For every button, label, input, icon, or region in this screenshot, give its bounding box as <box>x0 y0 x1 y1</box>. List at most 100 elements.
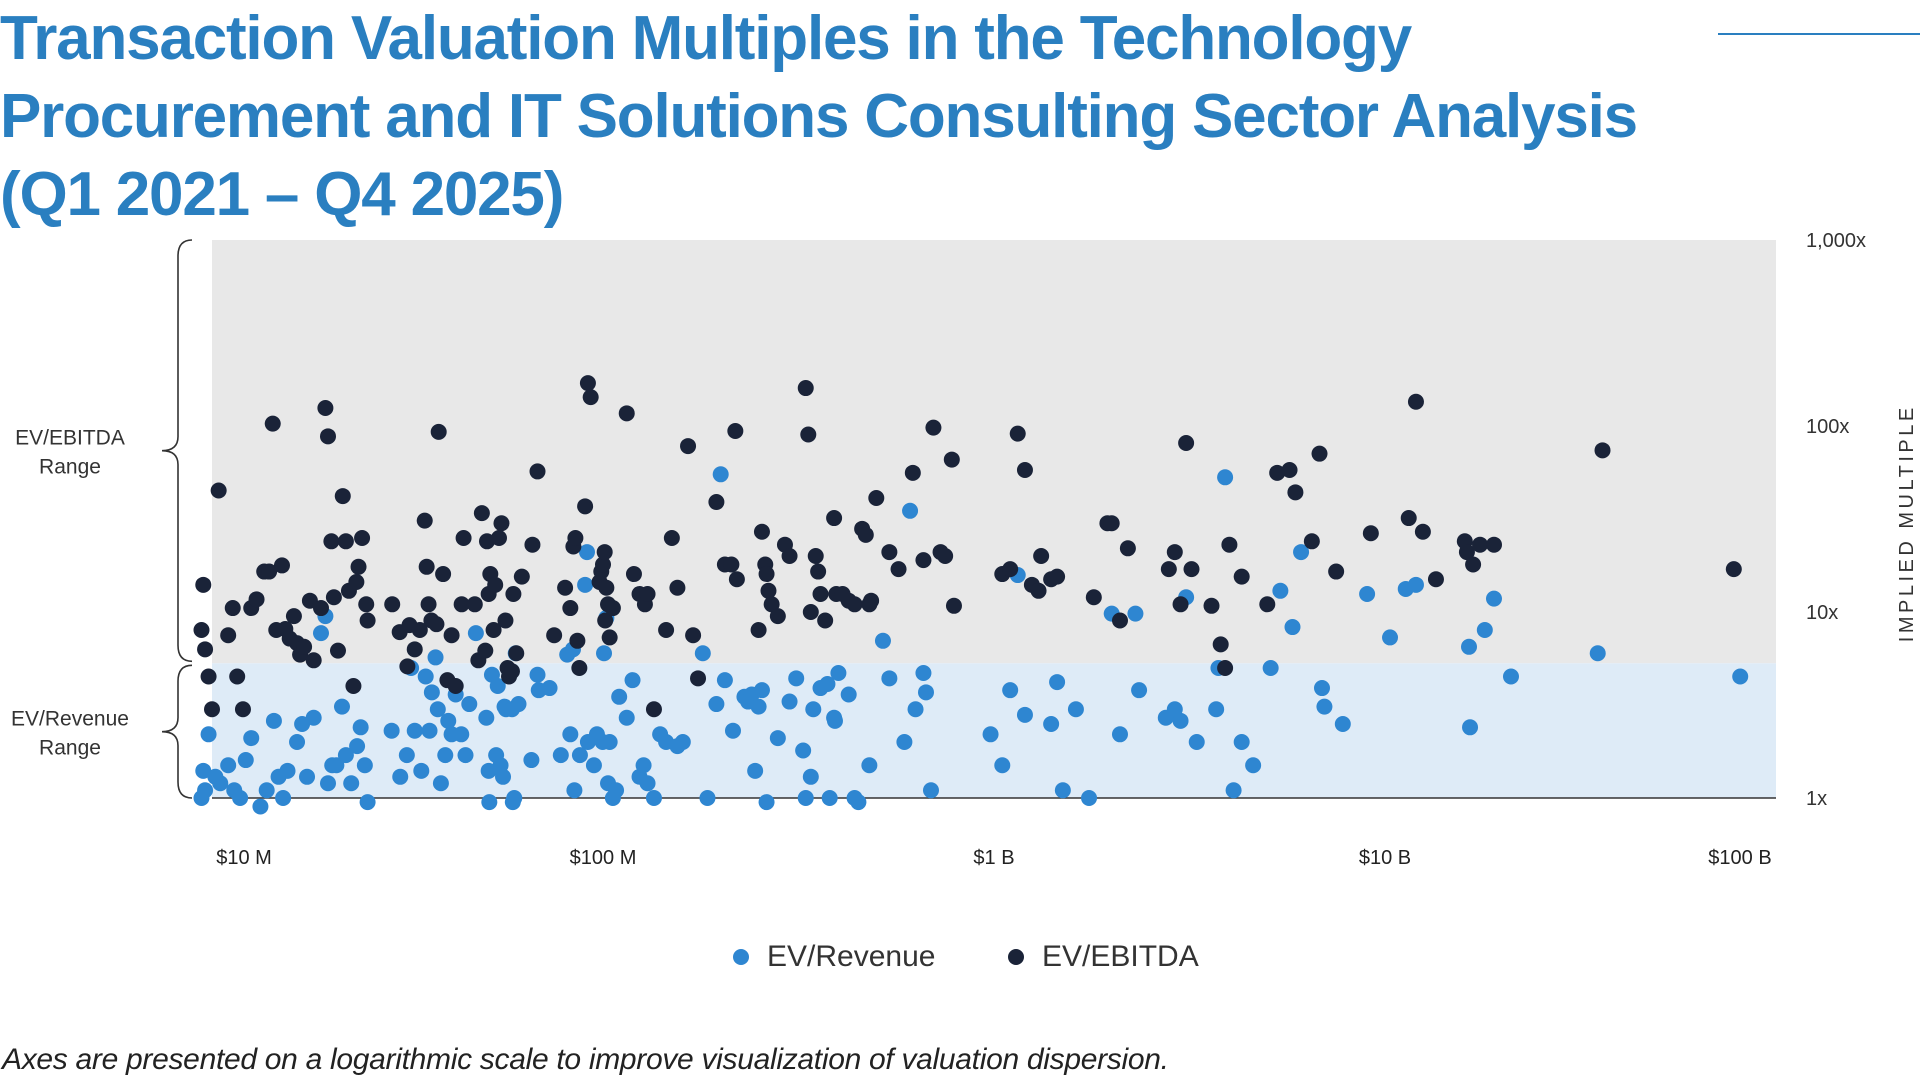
ev-revenue-point <box>562 726 579 743</box>
ev-ebitda-point <box>571 659 588 676</box>
ev-ebitda-point <box>690 670 707 687</box>
ev-ebitda-point <box>447 678 464 695</box>
ev-ebitda-point <box>1311 445 1328 462</box>
ev-ebitda-point <box>1119 540 1136 557</box>
ev-ebitda-point <box>317 399 334 416</box>
ev-revenue-point <box>1043 715 1060 732</box>
ev-revenue-point <box>333 698 350 715</box>
y-tick-label: 10x <box>1806 602 1838 624</box>
ev-ebitda-point <box>601 629 618 646</box>
ev-revenue-point <box>1217 469 1234 486</box>
ev-ebitda-point <box>312 600 329 617</box>
ev-ebitda-point <box>1002 561 1019 578</box>
ev-revenue-point <box>1313 680 1330 697</box>
ev-ebitda-point <box>546 627 563 644</box>
ev-ebitda-point <box>639 585 656 602</box>
ev-ebitda-point <box>416 512 433 529</box>
ev-revenue-point <box>821 790 838 806</box>
ev-ebitda-point <box>1259 596 1276 613</box>
ev-ebitda-point <box>1303 533 1320 550</box>
ev-revenue-point <box>328 757 345 774</box>
ev-ebitda-point <box>577 498 594 515</box>
ev-revenue-point <box>830 664 847 681</box>
ev-revenue-point <box>571 747 588 764</box>
ev-ebitda-point <box>497 612 514 629</box>
data-points <box>193 375 1749 815</box>
ev-ebitda-point <box>1212 636 1229 653</box>
ev-revenue-point <box>421 722 438 739</box>
ev-ebitda-point <box>1281 462 1298 479</box>
ev-revenue-point <box>359 794 376 811</box>
ev-revenue-point <box>243 730 260 747</box>
ev-ebitda-point <box>937 548 954 565</box>
x-tick-label: $10 M <box>216 847 272 869</box>
ev-ebitda-point <box>582 389 599 406</box>
x-tick-label: $100 B <box>1708 847 1771 869</box>
ev-revenue-point <box>1002 682 1019 699</box>
ev-revenue-point <box>427 649 444 666</box>
ev-revenue-point <box>1589 645 1606 662</box>
ev-revenue-point <box>1272 582 1289 599</box>
ev-ebitda-point <box>597 612 614 629</box>
ev-revenue-point <box>1054 782 1071 799</box>
ev-ebitda-point <box>319 428 336 445</box>
ev-revenue-point <box>874 632 891 649</box>
ev-revenue-point <box>902 502 919 519</box>
ev-ebitda-point <box>354 529 371 546</box>
ev-ebitda-point <box>723 556 740 573</box>
ev-ebitda-point <box>758 566 775 583</box>
ev-ebitda-point <box>727 422 744 439</box>
ev-ebitda-point <box>334 488 351 505</box>
ev-ebitda-point <box>473 505 490 522</box>
ev-ebitda-point <box>797 380 814 397</box>
ev-revenue-point <box>566 782 583 799</box>
ev-ebitda-point <box>618 405 635 422</box>
ev-ebitda-point <box>234 701 251 718</box>
ev-revenue-point <box>1225 782 1242 799</box>
y-tick-labels: 1,000x 100x 10x 1x <box>1806 230 1866 810</box>
ev-ebitda-point <box>1269 464 1286 481</box>
ev-revenue-point <box>1067 701 1084 718</box>
ev-ebitda-point <box>1183 561 1200 578</box>
ev-revenue-point <box>781 693 798 710</box>
ev-revenue-point <box>994 757 1011 774</box>
ev-revenue-point <box>489 678 506 695</box>
ev-revenue-point <box>881 670 898 687</box>
ev-revenue-brace <box>161 664 193 799</box>
y-tick-label: 1x <box>1806 788 1827 810</box>
ev-ebitda-point <box>595 556 611 573</box>
ev-ebitda-point <box>455 529 472 546</box>
y-tick-label: 100x <box>1806 416 1849 438</box>
ev-revenue-point <box>608 782 625 799</box>
ev-revenue-point <box>694 645 711 662</box>
ev-revenue-point <box>258 782 275 799</box>
ev-ebitda-point <box>596 544 613 561</box>
legend-marker-ev-ebitda <box>1008 949 1024 965</box>
ev-revenue-point <box>750 698 767 715</box>
ev-ebitda-point <box>567 529 584 546</box>
ev-ebitda-point <box>1049 568 1066 585</box>
ev-revenue-point <box>349 738 366 755</box>
ev-revenue-point <box>1049 674 1066 691</box>
ev-revenue-point <box>1284 619 1301 636</box>
legend: EV/Revenue EV/EBITDA <box>0 940 1920 980</box>
ev-revenue-point <box>200 726 217 743</box>
ev-ebitda-point <box>418 558 435 575</box>
ev-ebitda-point <box>350 558 367 575</box>
ev-revenue-point <box>712 466 729 483</box>
ev-revenue-point <box>212 775 229 792</box>
ev-revenue-point <box>478 709 495 726</box>
ev-revenue-point <box>319 775 336 792</box>
ev-ebitda-point <box>443 627 460 644</box>
ev-ebitda-point <box>1009 425 1026 442</box>
ev-ebitda-point <box>264 415 281 432</box>
ev-ebitda-point <box>1103 515 1120 532</box>
ev-ebitda-point <box>625 566 642 583</box>
ev-revenue-point <box>275 790 292 806</box>
ev-ebitda-band <box>212 240 1776 664</box>
ev-revenue-point <box>1233 734 1250 751</box>
ev-revenue-point <box>220 757 237 774</box>
ev-ebitda-point <box>1172 596 1189 613</box>
ev-revenue-point <box>289 734 306 751</box>
ev-ebitda-point <box>1030 582 1047 599</box>
